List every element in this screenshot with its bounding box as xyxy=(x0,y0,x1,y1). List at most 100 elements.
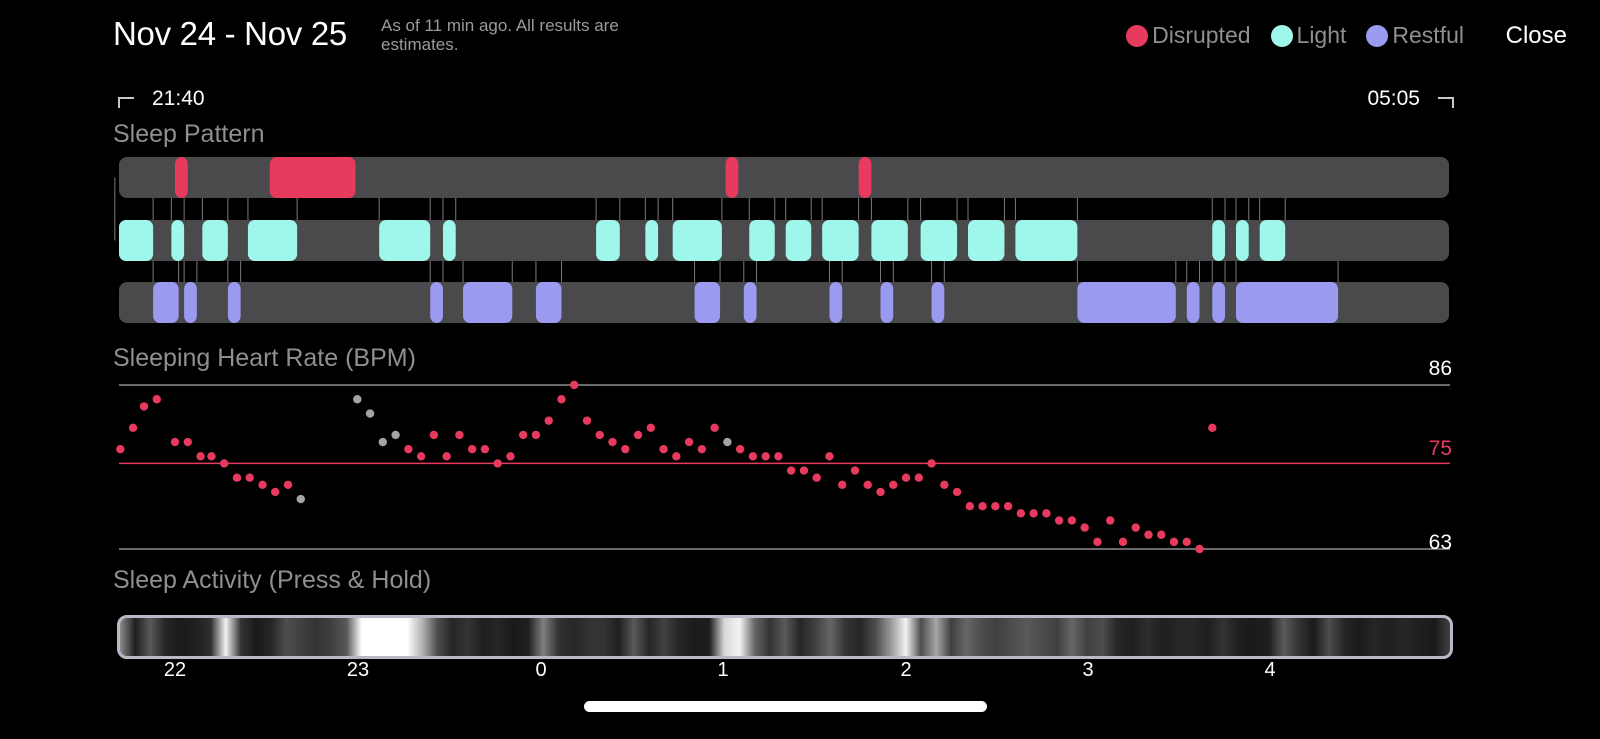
pattern-segment-restful xyxy=(931,282,945,323)
hr-point xyxy=(1093,537,1102,547)
hr-point-estimated xyxy=(296,494,305,504)
hr-point xyxy=(531,430,541,440)
legend-item-disrupted: Disrupted xyxy=(1126,22,1251,49)
pattern-segment-light xyxy=(645,220,659,261)
hr-point xyxy=(139,402,149,411)
hr-point-estimated xyxy=(365,409,375,418)
pattern-segment-light xyxy=(749,220,775,261)
hr-point xyxy=(493,459,502,468)
start-time: 21:40 xyxy=(118,87,205,111)
pattern-track-disrupted xyxy=(119,157,1449,198)
hr-point xyxy=(863,480,872,490)
pattern-segment-restful xyxy=(184,282,197,323)
hr-point-estimated xyxy=(723,437,732,447)
legend-label-light: Light xyxy=(1296,22,1347,48)
hr-point xyxy=(1067,516,1077,525)
pattern-segment-light xyxy=(596,220,620,261)
home-indicator[interactable] xyxy=(584,701,987,712)
pattern-segment-light xyxy=(785,220,812,261)
hr-point xyxy=(1080,523,1089,532)
hr-point xyxy=(825,452,834,461)
hr-point xyxy=(518,430,528,440)
hr-avg-label: 75 xyxy=(1428,437,1452,460)
pattern-segment-restful xyxy=(1077,282,1176,323)
hr-point xyxy=(506,452,515,461)
hr-point xyxy=(455,430,464,440)
pattern-segment-light xyxy=(1212,220,1226,261)
x-tick-0: 0 xyxy=(535,659,547,681)
hr-point-estimated xyxy=(378,437,388,447)
hr-point xyxy=(799,466,809,475)
hr-point xyxy=(1144,530,1153,539)
hr-point xyxy=(1182,537,1191,547)
hr-point xyxy=(128,423,138,432)
hr-point xyxy=(1054,516,1064,525)
sleep-activity-bar[interactable] xyxy=(117,615,1453,659)
hr-point xyxy=(965,502,975,511)
hr-point xyxy=(1131,523,1140,532)
hr-point xyxy=(416,452,426,461)
restful-dot-icon xyxy=(1366,24,1389,47)
pattern-segment-light xyxy=(672,220,722,261)
pattern-segment-restful xyxy=(1186,282,1200,323)
hr-point xyxy=(245,473,254,482)
hr-point-estimated xyxy=(391,430,400,440)
hr-point xyxy=(467,444,477,454)
legend: Disrupted Light Restful xyxy=(1106,22,1464,49)
pattern-segment-restful xyxy=(880,282,894,323)
hr-point xyxy=(684,437,694,447)
x-tick-22: 22 xyxy=(163,659,187,681)
page-title: Nov 24 - Nov 25 xyxy=(113,15,347,52)
hr-point xyxy=(404,444,413,454)
hr-point xyxy=(646,423,656,432)
hr-point xyxy=(1042,509,1051,518)
start-bracket-icon xyxy=(118,96,134,108)
hr-point xyxy=(608,437,617,447)
heart-rate-title: Sleeping Heart Rate (BPM) xyxy=(113,344,416,372)
hr-point xyxy=(1029,509,1038,518)
close-button[interactable]: Close xyxy=(1505,22,1567,49)
hr-point xyxy=(735,444,745,454)
pattern-segment-disrupted xyxy=(858,157,872,198)
hr-point xyxy=(952,487,962,497)
pattern-segment-light xyxy=(920,220,958,261)
legend-item-light: Light xyxy=(1270,22,1347,49)
hr-point xyxy=(183,437,192,447)
hr-point xyxy=(207,452,216,461)
hr-point xyxy=(1157,530,1166,539)
hr-point xyxy=(901,473,911,482)
pattern-segment-restful xyxy=(694,282,721,323)
pattern-segment-light xyxy=(442,220,456,261)
x-tick-1: 1 xyxy=(717,659,729,681)
pattern-segment-restful xyxy=(1212,282,1226,323)
hr-point xyxy=(876,487,885,497)
hr-point xyxy=(557,395,566,404)
pattern-segment-light xyxy=(202,220,228,261)
hr-point xyxy=(748,452,758,461)
hr-point xyxy=(582,416,592,425)
hr-point xyxy=(429,430,439,440)
pattern-segment-restful xyxy=(743,282,757,323)
hr-point xyxy=(258,480,267,490)
pattern-segment-restful xyxy=(1235,282,1339,323)
pattern-segment-light xyxy=(171,220,185,261)
subtitle-note: As of 11 min ago. All results are estima… xyxy=(381,16,619,54)
hr-min-label: 63 xyxy=(1428,531,1452,554)
pattern-segment-light xyxy=(1015,220,1078,261)
pattern-segment-light xyxy=(119,220,154,261)
hr-point xyxy=(914,473,923,482)
hr-point xyxy=(1016,509,1026,518)
pattern-segment-restful xyxy=(535,282,562,323)
sleep-pattern-chart xyxy=(114,157,1449,323)
hr-point xyxy=(621,444,630,454)
start-time-label: 21:40 xyxy=(152,87,205,110)
hr-point xyxy=(978,502,987,511)
pattern-segment-light xyxy=(1259,220,1286,261)
hr-point xyxy=(116,444,125,454)
hr-point xyxy=(442,452,451,461)
hr-point xyxy=(1169,537,1179,547)
hr-point xyxy=(196,452,205,461)
end-time: 05:05 xyxy=(1367,87,1454,111)
hr-point xyxy=(570,380,579,390)
